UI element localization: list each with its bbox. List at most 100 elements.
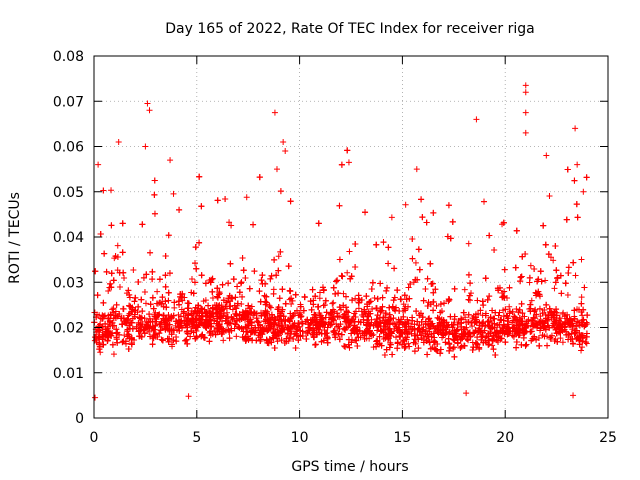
data-point [112, 314, 119, 321]
data-point [162, 283, 169, 290]
data-point [531, 321, 538, 328]
data-point [487, 314, 494, 321]
data-point [108, 284, 115, 291]
data-point [391, 294, 398, 301]
data-point [393, 304, 400, 311]
data-point [339, 273, 346, 280]
data-point [536, 342, 543, 349]
data-point [489, 335, 496, 342]
data-point [170, 190, 177, 197]
data-point [299, 320, 306, 327]
data-point [232, 321, 239, 328]
data-point [541, 323, 548, 330]
data-point [528, 297, 535, 304]
data-point [377, 319, 384, 326]
data-point [460, 325, 467, 332]
data-point [259, 325, 266, 332]
data-point [419, 314, 426, 321]
data-point [225, 280, 232, 287]
data-point [375, 324, 382, 331]
data-point [522, 342, 529, 349]
data-point [364, 317, 371, 324]
data-point [411, 348, 418, 355]
data-point [94, 311, 101, 318]
data-point [335, 330, 342, 337]
data-point [92, 268, 99, 275]
data-point [287, 198, 294, 205]
data-point [419, 214, 426, 221]
data-point [97, 230, 104, 237]
data-point [576, 336, 583, 343]
data-point [506, 284, 513, 291]
data-point [516, 326, 523, 333]
data-point [412, 259, 419, 266]
data-point [175, 320, 182, 327]
data-point [151, 210, 158, 217]
data-point [403, 336, 410, 343]
data-point [234, 300, 241, 307]
data-point [581, 284, 588, 291]
data-point [366, 328, 373, 335]
data-point [293, 332, 300, 339]
data-point [256, 174, 263, 181]
data-point [557, 272, 564, 279]
data-point [351, 322, 358, 329]
data-point [257, 298, 264, 305]
data-point [551, 318, 558, 325]
data-point [103, 268, 110, 275]
data-point [378, 342, 385, 349]
data-point [531, 333, 538, 340]
data-point [387, 316, 394, 323]
data-point [201, 334, 208, 341]
data-point [571, 327, 578, 334]
data-point [199, 313, 206, 320]
data-point [156, 330, 163, 337]
data-point [484, 296, 491, 303]
data-point [344, 147, 351, 154]
data-point [149, 294, 156, 301]
data-point [343, 293, 350, 300]
data-point [573, 201, 580, 208]
data-point [110, 277, 117, 284]
data-point [465, 240, 472, 247]
data-point [250, 221, 257, 228]
data-point [553, 306, 560, 313]
data-point [373, 241, 380, 248]
data-point [327, 311, 334, 318]
data-point [254, 318, 261, 325]
data-point [120, 306, 127, 313]
data-point [117, 315, 124, 322]
data-point [445, 202, 452, 209]
data-point [295, 337, 302, 344]
data-point [271, 344, 278, 351]
data-point [523, 324, 530, 331]
data-point [222, 327, 229, 334]
data-point [147, 249, 154, 256]
data-point [282, 300, 289, 307]
data-point [303, 329, 310, 336]
data-point [535, 334, 542, 341]
data-point [129, 319, 136, 326]
data-point [475, 328, 482, 335]
data-point [320, 286, 327, 293]
data-point [238, 315, 245, 322]
data-point [377, 280, 384, 287]
data-point [565, 269, 572, 276]
data-point [410, 339, 417, 346]
data-point [113, 326, 120, 333]
data-point [272, 317, 279, 324]
data-point [512, 328, 519, 335]
data-point [310, 301, 317, 308]
data-point [469, 347, 476, 354]
data-point [303, 335, 310, 342]
data-point [184, 312, 191, 319]
data-point [139, 221, 146, 228]
data-point [193, 265, 200, 272]
data-point [131, 298, 138, 305]
data-point [346, 344, 353, 351]
data-point [151, 313, 158, 320]
data-point [394, 287, 401, 294]
data-point [263, 299, 270, 306]
data-point [175, 311, 182, 318]
